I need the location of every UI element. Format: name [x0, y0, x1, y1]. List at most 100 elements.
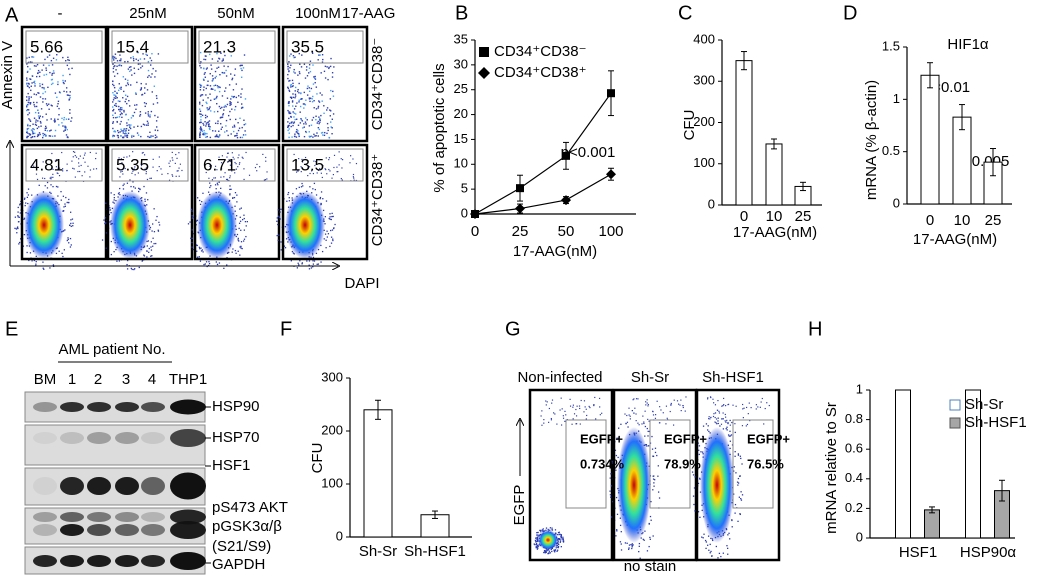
event-dot	[35, 119, 36, 120]
event-dot	[304, 64, 305, 65]
event-dot	[199, 136, 200, 137]
event-dot	[319, 118, 320, 119]
event-dot	[706, 423, 707, 424]
event-dot	[216, 68, 217, 69]
blot-band	[33, 402, 57, 412]
event-dot	[562, 537, 563, 538]
event-dot	[616, 529, 617, 530]
event-dot	[153, 103, 154, 104]
event-dot	[212, 130, 213, 131]
event-dot	[295, 106, 296, 107]
event-dot	[51, 74, 52, 75]
event-dot	[123, 91, 124, 92]
event-dot	[30, 79, 31, 80]
legend-label: CD34⁺CD38⁺	[494, 64, 587, 81]
event-dot	[223, 176, 224, 177]
event-dot	[47, 182, 48, 183]
bar	[766, 144, 782, 205]
event-dot	[125, 78, 126, 79]
event-dot	[565, 414, 566, 415]
event-dot	[242, 127, 243, 128]
event-dot	[29, 112, 30, 113]
event-dot	[589, 406, 590, 407]
event-dot	[276, 221, 277, 222]
event-dot	[51, 153, 52, 154]
event-dot	[137, 126, 138, 127]
event-dot	[715, 412, 716, 413]
event-dot	[652, 411, 653, 412]
event-dot	[200, 119, 201, 120]
event-dot	[230, 73, 231, 74]
event-dot	[209, 93, 210, 94]
event-dot	[225, 70, 226, 71]
event-dot	[322, 100, 323, 101]
event-dot	[326, 133, 327, 134]
event-dot	[42, 116, 43, 117]
event-dot	[45, 98, 46, 99]
event-dot	[203, 79, 204, 80]
event-dot	[123, 183, 124, 184]
event-dot	[120, 129, 121, 130]
event-dot	[63, 130, 64, 131]
event-dot	[202, 251, 203, 252]
event-dot	[45, 91, 46, 92]
event-dot	[37, 135, 38, 136]
event-dot	[52, 186, 53, 187]
event-dot	[712, 399, 713, 400]
blot-band	[87, 524, 111, 536]
event-dot	[312, 64, 313, 65]
event-dot	[123, 188, 124, 189]
event-dot	[292, 80, 293, 81]
event-dot	[207, 97, 208, 98]
event-dot	[327, 123, 328, 124]
event-dot	[657, 401, 658, 402]
event-dot	[648, 431, 649, 432]
event-dot	[324, 238, 325, 239]
event-dot	[630, 416, 631, 417]
event-dot	[114, 76, 115, 77]
event-dot	[146, 256, 147, 257]
event-dot	[548, 422, 549, 423]
event-dot	[329, 219, 330, 220]
event-dot	[205, 117, 206, 118]
event-dot	[545, 552, 546, 553]
event-dot	[62, 80, 63, 81]
event-dot	[308, 72, 309, 73]
event-dot	[131, 74, 132, 75]
event-dot	[197, 257, 198, 258]
gate-value: 5.66	[30, 37, 63, 56]
event-dot	[57, 195, 58, 196]
event-dot	[113, 68, 114, 69]
event-dot	[117, 121, 118, 122]
event-dot	[221, 129, 222, 130]
event-dot	[659, 406, 660, 407]
event-dot	[326, 200, 327, 201]
event-dot	[297, 89, 298, 90]
event-dot	[710, 397, 711, 398]
event-dot	[332, 229, 333, 230]
column-label: 25nM	[129, 5, 167, 22]
column-label: -	[58, 5, 63, 22]
event-dot	[42, 98, 43, 99]
event-dot	[637, 423, 638, 424]
event-dot	[536, 546, 537, 547]
event-dot	[299, 73, 300, 74]
event-dot	[230, 102, 231, 103]
event-dot	[325, 169, 326, 170]
event-dot	[205, 115, 206, 116]
event-dot	[326, 66, 327, 67]
event-dot	[157, 102, 158, 103]
event-dot	[314, 183, 315, 184]
event-dot	[87, 166, 88, 167]
event-dot	[135, 94, 136, 95]
event-dot	[551, 419, 552, 420]
event-dot	[309, 186, 310, 187]
event-dot	[232, 248, 233, 249]
event-dot	[17, 215, 18, 216]
event-dot	[216, 76, 217, 77]
event-dot	[298, 264, 299, 265]
event-dot	[113, 251, 114, 252]
event-dot	[200, 116, 201, 117]
event-dot	[18, 207, 19, 208]
event-dot	[218, 67, 219, 68]
